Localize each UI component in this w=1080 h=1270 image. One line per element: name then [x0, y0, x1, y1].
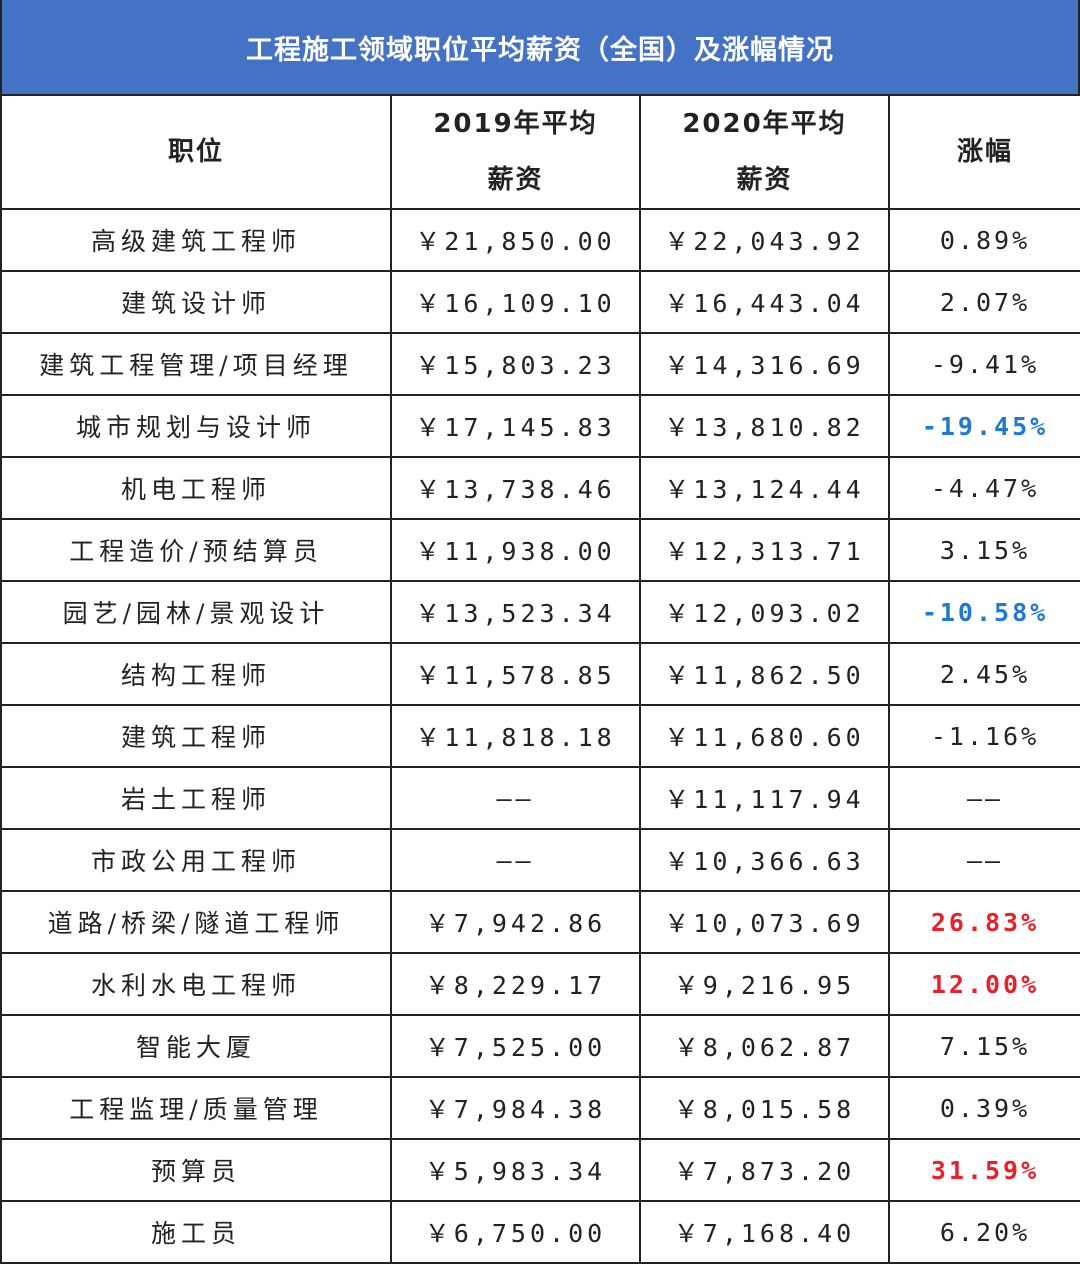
salary-2019-cell: ￥15,803.23: [390, 332, 641, 396]
table-header: 职位 2019年平均 薪资 2020年平均 薪资 涨幅: [0, 94, 1080, 210]
change-cell: 26.83%: [888, 890, 1080, 954]
salary-2020-cell: ￥11,680.60: [639, 704, 890, 768]
header-salary-2020-line1: 2020年平均: [682, 109, 847, 139]
salary-2020-cell: ￥11,117.94: [639, 766, 890, 830]
change-cell: 6.20%: [888, 1200, 1080, 1264]
table-row: 园艺/园林/景观设计 ￥13,523.34 ￥12,093.02 -10.58%: [0, 580, 1080, 644]
table-row: 城市规划与设计师 ￥17,145.83 ￥13,810.82 -19.45%: [0, 394, 1080, 458]
salary-2020-cell: ￥10,073.69: [639, 890, 890, 954]
change-cell: 2.07%: [888, 270, 1080, 334]
header-row: 职位 2019年平均 薪资 2020年平均 薪资 涨幅: [0, 94, 1080, 210]
salary-2019-cell: ￥7,525.00: [390, 1014, 641, 1078]
salary-2019-cell: ￥7,942.86: [390, 890, 641, 954]
salary-2020-cell: ￥8,062.87: [639, 1014, 890, 1078]
header-change: 涨幅: [888, 94, 1080, 210]
position-cell: 智能大厦: [0, 1014, 392, 1078]
header-salary-2019-line1: 2019年平均: [433, 109, 598, 139]
table-title: 工程施工领域职位平均薪资（全国）及涨幅情况: [0, 0, 1080, 94]
salary-2019-cell: ￥5,983.34: [390, 1138, 641, 1202]
salary-2020-cell: ￥14,316.69: [639, 332, 890, 396]
salary-2020-cell: ￥8,015.58: [639, 1076, 890, 1140]
header-salary-2019-line2: 薪资: [487, 165, 544, 195]
change-cell: 12.00%: [888, 952, 1080, 1016]
position-cell: 机电工程师: [0, 456, 392, 520]
table-row: 预算员 ￥5,983.34 ￥7,873.20 31.59%: [0, 1138, 1080, 1202]
position-cell: 建筑设计师: [0, 270, 392, 334]
salary-2020-cell: ￥11,862.50: [639, 642, 890, 706]
position-cell: 建筑工程师: [0, 704, 392, 768]
table-row: 道路/桥梁/隧道工程师 ￥7,942.86 ￥10,073.69 26.83%: [0, 890, 1080, 954]
table-row: 工程造价/预结算员 ￥11,938.00 ￥12,313.71 3.15%: [0, 518, 1080, 582]
position-cell: 建筑工程管理/项目经理: [0, 332, 392, 396]
header-salary-2019: 2019年平均 薪资: [390, 94, 641, 210]
change-cell: 3.15%: [888, 518, 1080, 582]
salary-2019-cell: ￥13,523.34: [390, 580, 641, 644]
position-cell: 水利水电工程师: [0, 952, 392, 1016]
change-cell: -4.47%: [888, 456, 1080, 520]
salary-2019-cell: ￥7,984.38: [390, 1076, 641, 1140]
table-row: 智能大厦 ￥7,525.00 ￥8,062.87 7.15%: [0, 1014, 1080, 1078]
position-cell: 结构工程师: [0, 642, 392, 706]
salary-2019-cell: ￥11,938.00: [390, 518, 641, 582]
position-cell: 工程监理/质量管理: [0, 1076, 392, 1140]
table-row: 建筑工程师 ￥11,818.18 ￥11,680.60 -1.16%: [0, 704, 1080, 768]
salary-2019-cell: ￥6,750.00: [390, 1200, 641, 1264]
header-salary-2020-line2: 薪资: [736, 165, 793, 195]
change-cell: 31.59%: [888, 1138, 1080, 1202]
change-cell: -19.45%: [888, 394, 1080, 458]
salary-2020-cell: ￥12,093.02: [639, 580, 890, 644]
header-salary-2020: 2020年平均 薪资: [639, 94, 890, 210]
table-row: 工程监理/质量管理 ￥7,984.38 ￥8,015.58 0.39%: [0, 1076, 1080, 1140]
position-cell: 道路/桥梁/隧道工程师: [0, 890, 392, 954]
salary-2019-cell: ￥11,578.85: [390, 642, 641, 706]
table-row: 机电工程师 ￥13,738.46 ￥13,124.44 -4.47%: [0, 456, 1080, 520]
salary-2020-cell: ￥13,810.82: [639, 394, 890, 458]
change-cell: -10.58%: [888, 580, 1080, 644]
change-cell: 2.45%: [888, 642, 1080, 706]
salary-2019-cell: ￥13,738.46: [390, 456, 641, 520]
salary-2020-cell: ￥7,873.20: [639, 1138, 890, 1202]
change-cell: ——: [888, 766, 1080, 830]
header-position: 职位: [0, 94, 392, 210]
table-row: 建筑工程管理/项目经理 ￥15,803.23 ￥14,316.69 -9.41%: [0, 332, 1080, 396]
salary-2020-cell: ￥22,043.92: [639, 208, 890, 272]
table-body: 高级建筑工程师 ￥21,850.00 ￥22,043.92 0.89% 建筑设计师 ￥16…: [0, 208, 1080, 1264]
salary-2019-cell: ￥11,818.18: [390, 704, 641, 768]
change-cell: 7.15%: [888, 1014, 1080, 1078]
salary-2020-cell: ￥12,313.71: [639, 518, 890, 582]
salary-2020-cell: ￥13,124.44: [639, 456, 890, 520]
salary-2019-cell: ￥17,145.83: [390, 394, 641, 458]
salary-2019-cell: ——: [390, 766, 641, 830]
change-cell: -1.16%: [888, 704, 1080, 768]
salary-2019-cell: ￥21,850.00: [390, 208, 641, 272]
position-cell: 工程造价/预结算员: [0, 518, 392, 582]
position-cell: 高级建筑工程师: [0, 208, 392, 272]
salary-2020-cell: ￥10,366.63: [639, 828, 890, 892]
table-row: 水利水电工程师 ￥8,229.17 ￥9,216.95 12.00%: [0, 952, 1080, 1016]
salary-table: 职位 2019年平均 薪资 2020年平均 薪资 涨幅 高级建筑工程师 ￥21,8…: [0, 94, 1080, 1264]
position-cell: 施工员: [0, 1200, 392, 1264]
salary-2019-cell: ￥16,109.10: [390, 270, 641, 334]
change-cell: 0.89%: [888, 208, 1080, 272]
table-row: 施工员 ￥6,750.00 ￥7,168.40 6.20%: [0, 1200, 1080, 1264]
salary-2020-cell: ￥7,168.40: [639, 1200, 890, 1264]
salary-2019-cell: ￥8,229.17: [390, 952, 641, 1016]
table-row: 建筑设计师 ￥16,109.10 ￥16,443.04 2.07%: [0, 270, 1080, 334]
table-row: 岩土工程师 —— ￥11,117.94 ——: [0, 766, 1080, 830]
change-cell: 0.39%: [888, 1076, 1080, 1140]
position-cell: 园艺/园林/景观设计: [0, 580, 392, 644]
position-cell: 城市规划与设计师: [0, 394, 392, 458]
position-cell: 岩土工程师: [0, 766, 392, 830]
position-cell: 预算员: [0, 1138, 392, 1202]
table-row: 市政公用工程师 —— ￥10,366.63 ——: [0, 828, 1080, 892]
position-cell: 市政公用工程师: [0, 828, 392, 892]
change-cell: ——: [888, 828, 1080, 892]
salary-2019-cell: ——: [390, 828, 641, 892]
table-row: 结构工程师 ￥11,578.85 ￥11,862.50 2.45%: [0, 642, 1080, 706]
salary-2020-cell: ￥9,216.95: [639, 952, 890, 1016]
table-row: 高级建筑工程师 ￥21,850.00 ￥22,043.92 0.89%: [0, 208, 1080, 272]
salary-2020-cell: ￥16,443.04: [639, 270, 890, 334]
change-cell: -9.41%: [888, 332, 1080, 396]
